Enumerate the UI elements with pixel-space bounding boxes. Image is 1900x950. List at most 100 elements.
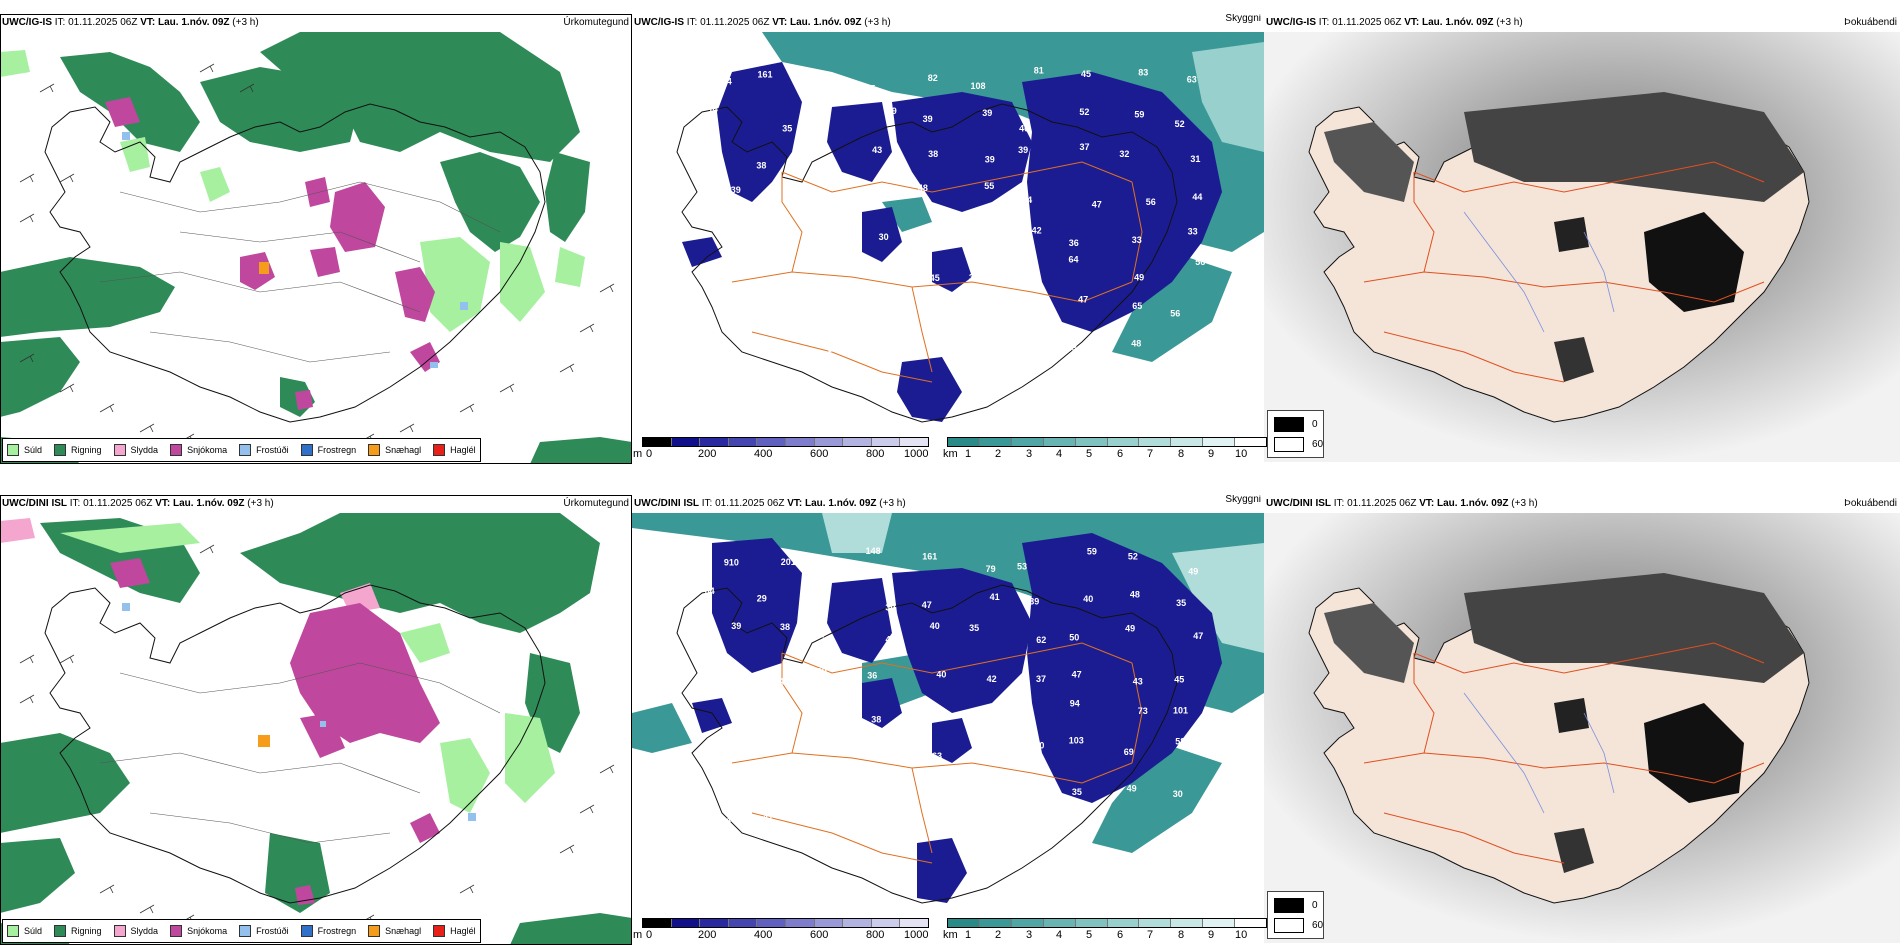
legend-label: Súld: [24, 445, 43, 455]
fog-map: [1264, 32, 1900, 462]
snow-pellet-areas: [259, 262, 269, 274]
visibility-value-label: 48: [918, 183, 928, 193]
visibility-value-label: 161: [922, 552, 937, 562]
legend-label: Haglél: [450, 926, 476, 936]
tick: 600: [810, 929, 829, 941]
fog-legend-row: 60: [1274, 437, 1323, 452]
visibility-value-label: 22: [1019, 255, 1029, 265]
legend-swatch: [7, 925, 19, 937]
freezing-drizzle-areas: [122, 603, 476, 821]
cloud-base-colorbar-bottom: m 0 200 400 600 800 1000: [632, 918, 937, 944]
vt-value: Lau. 1.nóv. 09Z: [158, 17, 230, 28]
visibility-value-label: 32: [962, 224, 972, 234]
visibility-value-label: 53: [1017, 561, 1027, 571]
visibility-value-label: 30: [885, 603, 895, 613]
fog-swatch-dark: [1274, 898, 1304, 913]
visibility-value-label: 36: [1069, 238, 1079, 248]
tick: 7: [1147, 448, 1154, 460]
fog-legend-row: 0: [1274, 898, 1318, 913]
visibility-value-label: 47: [1020, 337, 1030, 347]
fog-legend-value: 0: [1312, 900, 1318, 911]
visibility-value-label: 27: [816, 630, 826, 640]
visibility-value-label: 73: [1018, 825, 1028, 835]
visibility-value-label: 30: [706, 272, 716, 282]
cloud-base-bar: [642, 918, 929, 928]
visibility-value-label: 76: [934, 295, 944, 305]
light-sea-areas: [822, 513, 1264, 653]
visibility-value-label: 41: [912, 349, 922, 359]
visibility-value-label: 53: [880, 747, 890, 757]
visibility-value-label: 45: [1081, 69, 1091, 79]
tick: 200: [698, 448, 717, 460]
visibility-value-label: 32: [810, 112, 820, 122]
vt-label: VT:: [787, 498, 803, 509]
visibility-value-label: 62: [1036, 635, 1046, 645]
visibility-value-label: 47: [1092, 199, 1102, 209]
fog-legend-row: 60: [1274, 918, 1323, 933]
legend-label: Snjókoma: [187, 926, 228, 936]
snow-areas: [105, 97, 440, 410]
visibility-value-label: 111: [819, 75, 833, 85]
visibility-value-label: 48: [872, 188, 882, 198]
visibility-value-label: 39: [887, 106, 897, 116]
panel-title: Skyggni: [1225, 495, 1261, 505]
legend-item: Frostregn: [300, 925, 356, 937]
visibility-value-label: 43: [1133, 677, 1143, 687]
visibility-value-label: 33: [1132, 235, 1142, 245]
visibility-value-label: 51: [866, 338, 876, 348]
visibility-value-label: 37: [807, 257, 817, 267]
road-network: [731, 161, 1143, 383]
fog-dark-areas: [1324, 92, 1804, 382]
iceland-coastline: [676, 584, 1178, 904]
legend-label: Súld: [24, 926, 43, 936]
it-label: IT:: [701, 498, 713, 509]
panel-title: Skyggni: [1225, 14, 1261, 24]
visibility-value-label: 39: [731, 621, 741, 631]
fog-swatch-dark: [1274, 417, 1304, 432]
legend-item: Rigning: [54, 925, 102, 937]
visibility-value-label: 50: [1069, 633, 1079, 643]
rivers: [1463, 692, 1615, 814]
vt-value: Lau. 1.nóv. 09Z: [1437, 498, 1509, 509]
it-value: 01.11.2025 06Z: [715, 498, 785, 509]
visibility-value-label: 56: [1170, 309, 1180, 319]
legend-label: Haglél: [450, 445, 476, 455]
visibility-value-label: 49: [1125, 624, 1135, 634]
visibility-value-label: 52: [1079, 107, 1089, 117]
model-name: UWC/IG-IS: [634, 17, 684, 28]
it-label: IT:: [1333, 498, 1345, 509]
visibility-value-label: 108: [971, 81, 986, 91]
visibility-value-label: 43: [886, 634, 896, 644]
visibility-value-labels: 910 201 205 148 161 79 53 59 52 49 64 29 36 30 47 41 39 4…: [705, 546, 1204, 835]
visibility-value-label: 42: [987, 674, 997, 684]
visibility-value-label: 56: [1195, 257, 1205, 267]
tick: 400: [754, 448, 773, 460]
visibility-value-label: 30: [969, 272, 979, 282]
cloud-base-unit: m: [633, 929, 643, 941]
legend-item: Frostregn: [300, 444, 356, 456]
panel-header: UWC/IG-IS IT: 01.11.2025 06Z VT: Lau. 1.…: [1264, 14, 1900, 32]
visibility-value-label: 69: [765, 741, 775, 751]
legend-swatch: [113, 444, 126, 456]
fog-legend-row: 0: [1274, 417, 1318, 432]
visibility-value-label: 101: [1173, 706, 1188, 716]
legend-swatch: [239, 925, 252, 937]
visibility-value-label: 41: [990, 592, 1000, 602]
visibility-value-label: 32: [758, 388, 768, 398]
snow-pellet-areas: [258, 735, 270, 747]
legend-swatch: [239, 444, 252, 456]
visibility-value-label: 161: [758, 69, 773, 79]
visibility-value-label: 103: [1069, 736, 1084, 746]
visibility-value-label: 47: [763, 776, 773, 786]
visibility-value-label: 89: [987, 756, 997, 766]
freezing-drizzle-areas: [122, 132, 468, 368]
visibility-value-label: 910: [724, 558, 739, 568]
tick: 800: [866, 448, 885, 460]
panel-header: UWC/IG-IS IT: 01.11.2025 06Z VT: Lau. 1.…: [0, 14, 632, 32]
visibility-value-label: 46: [1019, 124, 1029, 134]
iceland-coastline: [676, 103, 1178, 423]
visibility-value-label: 33: [832, 718, 842, 728]
panel-header: UWC/DINI ISL IT: 01.11.2025 06Z VT: Lau.…: [0, 495, 632, 513]
visibility-value-label: 44: [721, 816, 731, 826]
road-network: [1363, 642, 1765, 864]
